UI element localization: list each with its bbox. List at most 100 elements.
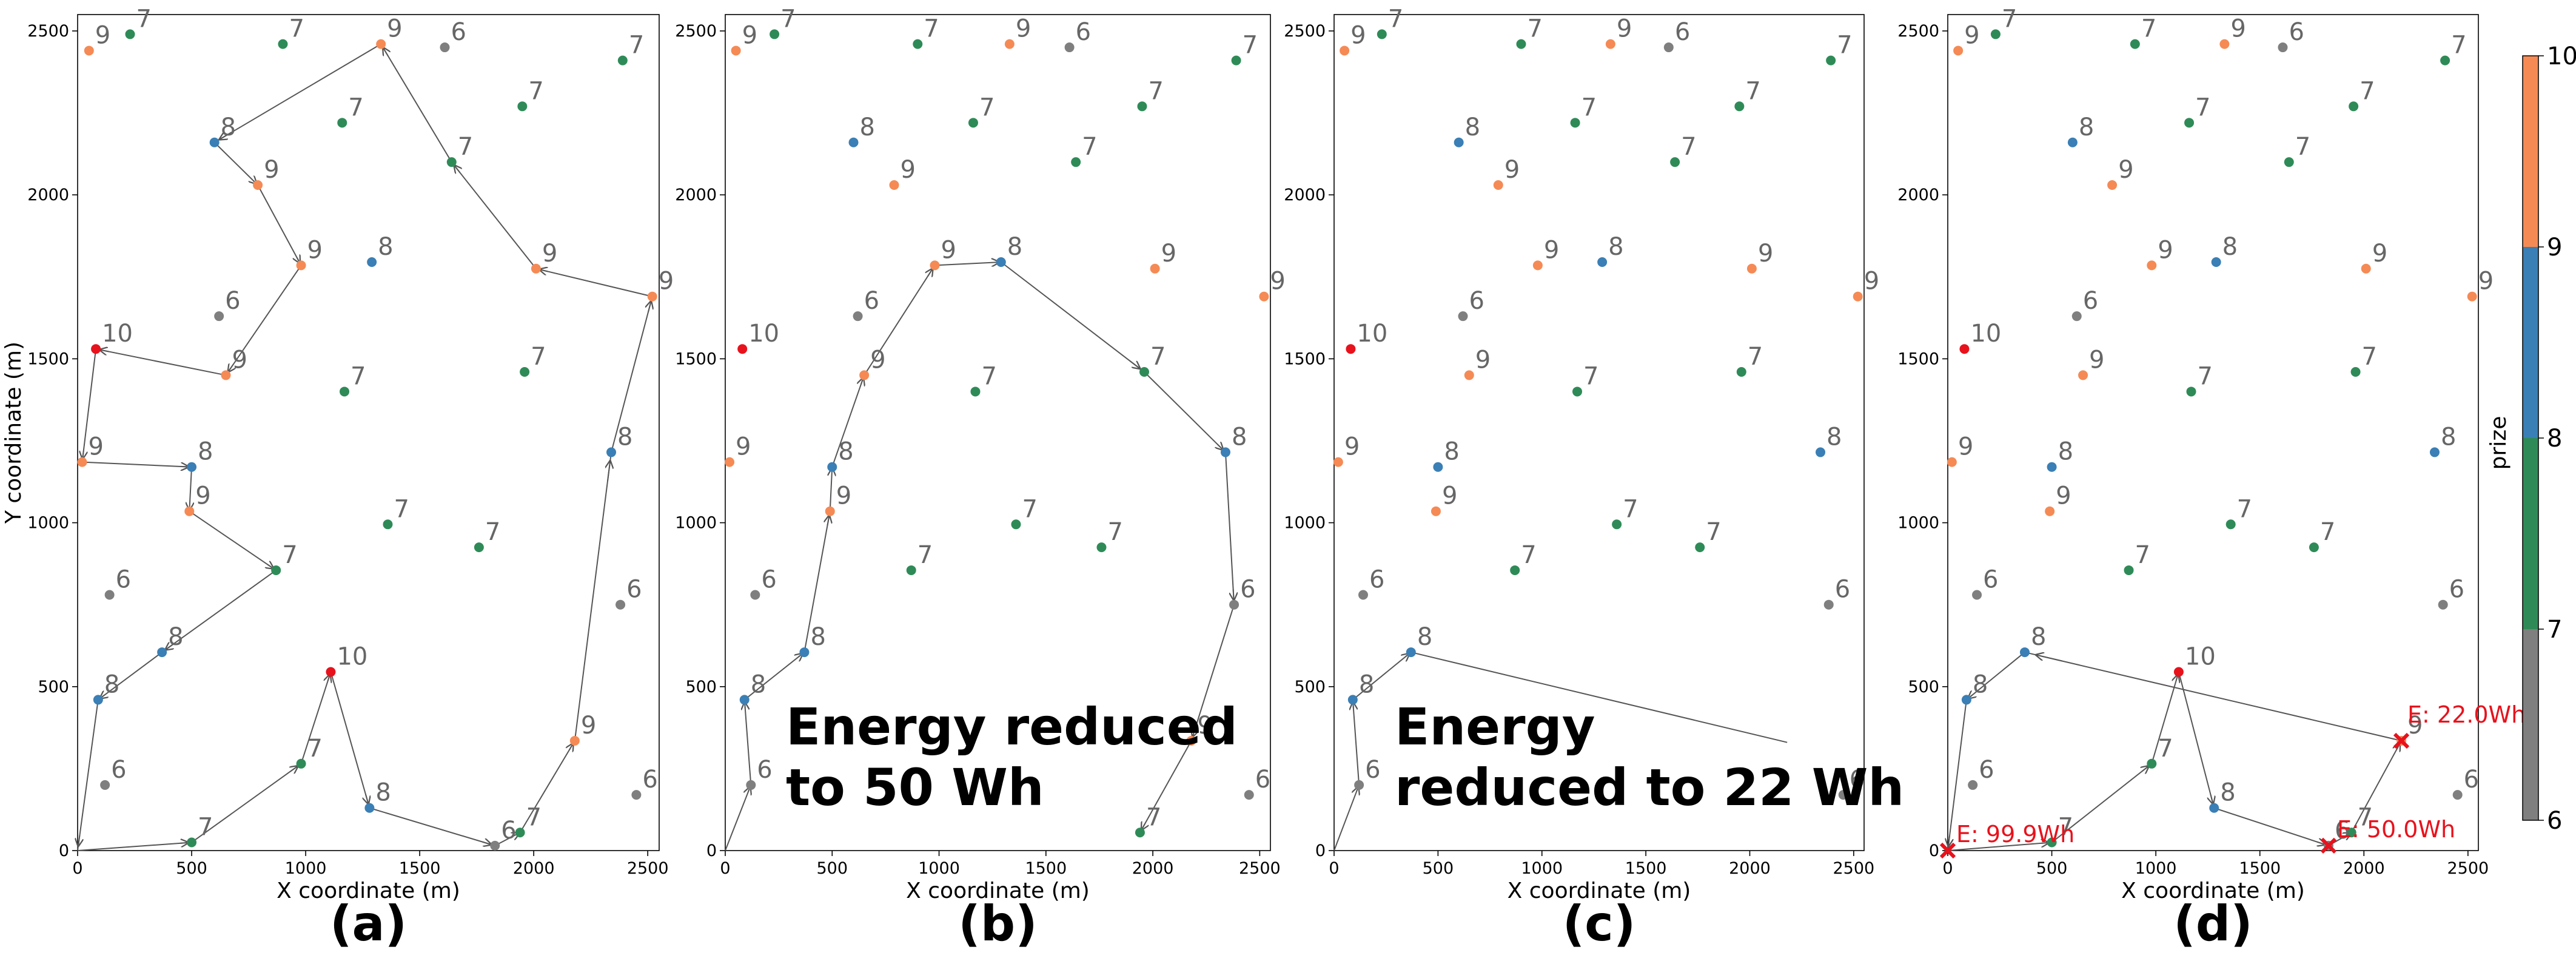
node-prize-label: 7	[2158, 735, 2173, 763]
route-segment	[214, 43, 381, 143]
y-tick-label: 0	[1929, 841, 1939, 860]
node-point	[1377, 29, 1387, 39]
node-prize-label: 9	[1544, 236, 1559, 264]
node-point	[2067, 137, 2078, 147]
route-segment	[831, 375, 865, 468]
node-point	[1135, 828, 1145, 838]
x-tick-label: 2500	[627, 859, 669, 878]
node-point	[1572, 386, 1583, 397]
route-segment	[191, 763, 302, 843]
colorbar-segment	[2523, 438, 2538, 629]
node-point	[848, 137, 859, 147]
x-tick-label: 2000	[1132, 859, 1174, 878]
node-prize-label: 7	[1148, 77, 1163, 105]
route-segment	[803, 511, 831, 653]
node-point	[1431, 506, 1441, 516]
node-prize-label: 9	[581, 712, 596, 740]
node-prize-label: 9	[2372, 240, 2387, 268]
node-prize-label: 7	[485, 518, 500, 546]
node-prize-label: 7	[1146, 803, 1161, 831]
panel-c: 0 500 1000 1500 2000 2500 0 500 1000 1500 2000 2500…	[1284, 5, 1904, 952]
node-prize-label: 6	[1850, 766, 1865, 794]
node-point	[617, 55, 628, 66]
node-prize-label: 7	[526, 803, 542, 831]
node-prize-label: 6	[1469, 287, 1484, 315]
route-segment	[95, 348, 226, 376]
node-point	[725, 457, 735, 467]
node-prize-label: 7	[2320, 518, 2335, 546]
node-point	[1347, 695, 1358, 705]
x-tick-label: 0	[720, 859, 730, 878]
node-point	[2349, 101, 2359, 112]
node-prize-label: 9	[2478, 268, 2494, 295]
node-point	[187, 462, 197, 472]
node-point	[364, 803, 375, 813]
node-point	[1493, 180, 1503, 191]
y-tick-label: 1000	[675, 514, 717, 533]
node-point	[770, 29, 780, 39]
node-prize-label: 8	[2441, 423, 2456, 451]
node-point	[906, 565, 916, 575]
x-axis-label: X coordinate (m)	[1508, 878, 1691, 903]
route-segment	[743, 700, 752, 785]
node-prize-label: 8	[1608, 233, 1623, 261]
node-prize-label: 9	[1270, 268, 1285, 295]
route-segment	[77, 841, 192, 851]
node-point	[1838, 790, 1848, 800]
route-arrow	[166, 644, 173, 650]
route-segment	[934, 261, 1001, 266]
route-arrow	[608, 461, 610, 482]
colorbar: prize 6 7 8 9 10	[2486, 42, 2576, 835]
route-segment	[300, 672, 332, 764]
node-point	[968, 118, 978, 128]
node-prize-label: 7	[1681, 133, 1696, 161]
node-prize-label: 9	[836, 482, 851, 510]
node-point	[100, 780, 110, 790]
x-axis-label: X coordinate (m)	[2121, 878, 2305, 903]
node-point	[2078, 370, 2088, 380]
route-segment	[1224, 452, 1235, 605]
node-point	[859, 370, 870, 380]
node-point	[569, 735, 580, 746]
node-prize-label: 7	[136, 5, 151, 33]
node-prize-label: 7	[1581, 93, 1597, 121]
node-prize-label: 9	[1161, 240, 1176, 268]
y-tick-label: 0	[59, 841, 69, 860]
node-prize-label: 6	[1983, 565, 1998, 593]
node-prize-label: 9	[264, 156, 279, 184]
node-point	[2130, 39, 2140, 49]
energy-marker	[2320, 837, 2337, 854]
node-point	[1853, 291, 1863, 302]
x-tick-label: 1000	[1521, 859, 1563, 878]
x-tick-label: 500	[176, 859, 207, 878]
route-arrow	[100, 349, 109, 351]
panel-label: (b)	[958, 895, 1037, 952]
node-prize-label: 7	[2451, 32, 2466, 59]
node-point	[1433, 462, 1443, 472]
route-arrow	[2036, 655, 2063, 662]
axes-frame	[1333, 14, 1865, 851]
node-point	[1532, 260, 1543, 271]
node-prize-label: 8	[838, 438, 853, 466]
route-arrow	[220, 133, 232, 140]
node-point	[2184, 118, 2195, 128]
node-prize-label: 6	[225, 287, 240, 315]
node-point	[184, 506, 195, 516]
colorbar-segment	[2523, 629, 2538, 820]
node-prize-label: 6	[1979, 756, 1994, 784]
y-tick-label: 500	[38, 678, 69, 696]
colorbar-tick-label: 6	[2547, 807, 2562, 835]
node-prize-label: 9	[1344, 433, 1360, 461]
x-tick-label: 2500	[1239, 859, 1281, 878]
node-point	[615, 599, 626, 610]
node-prize-label: 7	[531, 343, 546, 371]
node-prize-label: 8	[2222, 233, 2238, 261]
y-tick-label: 1000	[27, 514, 69, 533]
route-segment	[1139, 740, 1192, 833]
node-point	[853, 311, 863, 322]
node-point	[2147, 758, 2157, 769]
route-segment	[98, 652, 163, 701]
node-point	[1947, 457, 1957, 467]
route-arrow	[2317, 842, 2325, 845]
node-point	[2147, 260, 2157, 271]
